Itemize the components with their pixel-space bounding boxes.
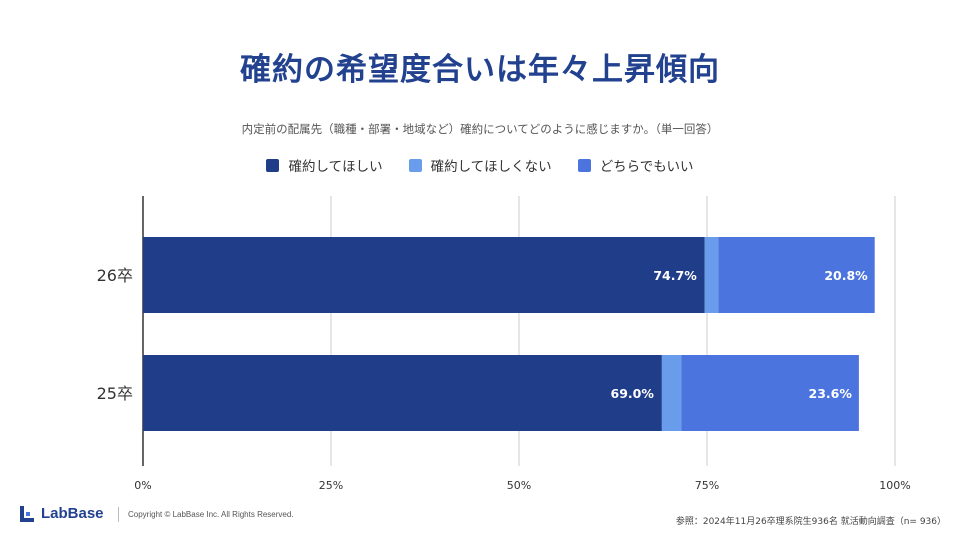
legend-label: 確約してほしい: [288, 159, 383, 175]
data-label: 23.6%: [809, 386, 853, 401]
x-tick-label: 50%: [507, 479, 531, 492]
legend-swatch: [408, 158, 422, 172]
legend-item-either: どちらでもいい: [577, 155, 694, 175]
legend-label: どちらでもいい: [599, 159, 694, 175]
labbase-logo: LabBase: [20, 505, 104, 522]
chart-legend: 確約してほしい 確約してほしくない どちらでもいい: [0, 155, 960, 175]
logo-text: LabBase: [41, 505, 104, 522]
legend-swatch: [577, 158, 591, 172]
bar-segment: [681, 355, 859, 431]
bar-segment: [143, 355, 662, 431]
category-label: 26卒: [97, 266, 133, 285]
footer-divider: [118, 507, 119, 522]
x-tick-label: 0%: [134, 479, 151, 492]
data-label: 74.7%: [653, 268, 697, 283]
x-tick-label: 25%: [319, 479, 343, 492]
legend-label: 確約してほしくない: [430, 159, 552, 175]
data-label: 20.8%: [824, 268, 868, 283]
copyright-text: Copyright © LabBase Inc. All Rights Rese…: [128, 510, 294, 519]
bar-segment: [661, 355, 682, 431]
data-label: 69.0%: [611, 386, 655, 401]
bar-segment: [143, 237, 705, 313]
bar-segment: [718, 237, 875, 313]
x-tick-label: 75%: [695, 479, 719, 492]
page-title: 確約の希望度合いは年々上昇傾向: [240, 52, 720, 88]
legend-item-want: 確約してほしい: [266, 155, 383, 175]
source-note: 参照：2024年11月26卒理系院生936名 就活動向調査（n= 936）: [675, 517, 946, 527]
category-label: 25卒: [97, 384, 133, 403]
x-tick-label: 100%: [879, 479, 910, 492]
bar-segment: [704, 237, 719, 313]
labbase-logo-icon: [20, 505, 34, 522]
legend-swatch: [266, 158, 280, 172]
stacked-bar-chart: 0%25%50%75%100%26卒74.7%1.8%20.8%25卒69.0%…: [97, 196, 911, 492]
chart-subtitle: 内定前の配属先（職種・部署・地域など）確約についてどのように感じますか。（単一回…: [241, 122, 719, 136]
legend-item-not-want: 確約してほしくない: [408, 155, 552, 175]
